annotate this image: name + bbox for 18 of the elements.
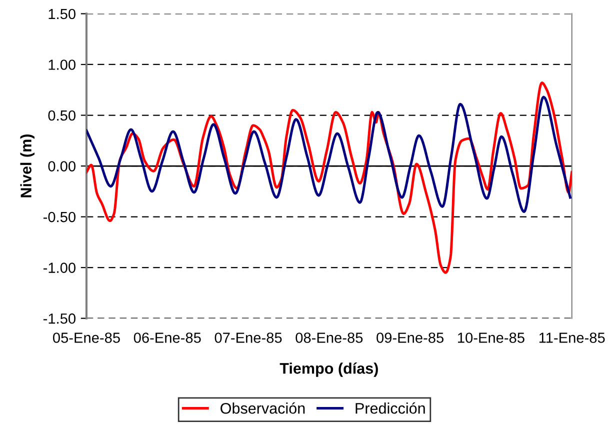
- x-tick-label: 05-Ene-85: [53, 332, 120, 343]
- x-tick-label: 11-Ene-85: [539, 332, 605, 343]
- y-tick-label: -1.00: [43, 262, 76, 273]
- legend-label: Observación: [220, 402, 305, 414]
- y-tick-label: 1.50: [48, 8, 76, 20]
- x-tick-label: 10-Ene-85: [458, 332, 524, 343]
- y-tick-label: 0.50: [48, 110, 76, 121]
- y-tick-label: 0.00: [48, 161, 76, 172]
- y-tick-label: -0.50: [43, 212, 76, 222]
- y-tick-label: -1.50: [43, 313, 76, 324]
- x-axis-title: Tiempo (días): [280, 362, 378, 377]
- x-tick-label: 09-Ene-85: [376, 332, 444, 343]
- x-tick-label: 07-Ene-85: [214, 332, 282, 343]
- y-axis-title: Nivel (m): [20, 134, 34, 198]
- x-tick-label: 08-Ene-85: [296, 332, 363, 343]
- y-tick-label: 1.00: [48, 60, 76, 70]
- legend-label: Predicción: [356, 402, 425, 414]
- x-tick-label: 06-Ene-85: [134, 332, 201, 343]
